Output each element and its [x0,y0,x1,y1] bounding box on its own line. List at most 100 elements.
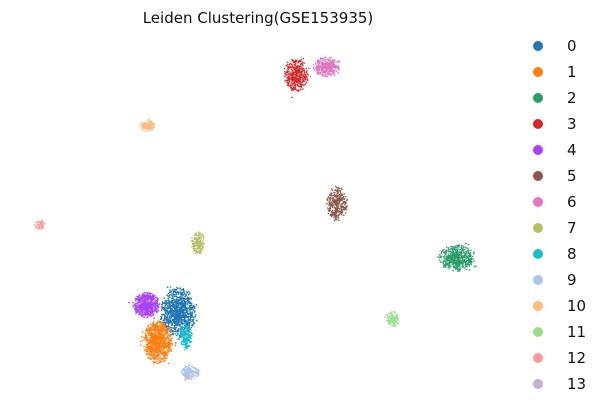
point [154,356,156,359]
point [193,234,195,236]
point [337,188,339,190]
point [140,340,142,343]
point [470,263,473,266]
point [344,204,346,206]
point [321,57,324,60]
legend-item-8: 8 [533,245,577,263]
point [147,292,149,295]
point [41,224,43,226]
point [166,318,169,321]
point [139,303,142,306]
point [465,263,468,266]
point [159,359,162,361]
point [142,312,144,315]
point [191,303,193,305]
point [464,242,467,245]
point [178,296,181,298]
point [325,64,327,67]
point [465,268,467,271]
point [306,70,308,72]
point [456,270,459,272]
point [462,264,464,267]
point [335,196,338,198]
point [140,123,142,126]
point [297,84,299,87]
point [141,306,143,308]
point [182,289,185,292]
point [150,341,153,344]
point [297,78,300,80]
point [470,262,472,264]
point [171,309,174,312]
legend-marker [533,145,543,155]
point [298,68,301,70]
point [187,370,189,372]
point [147,350,149,353]
point [187,307,189,309]
point [192,370,195,372]
point [455,244,458,247]
point [326,63,328,65]
point [146,316,149,319]
point [390,318,392,320]
point [322,69,324,72]
point [146,303,149,305]
point [163,342,165,345]
point [35,226,37,229]
point [337,60,339,62]
point [468,268,471,271]
point [287,79,289,82]
point [170,333,173,336]
point [326,207,329,209]
point [163,341,165,344]
point [448,267,451,269]
point [182,322,184,325]
point [151,303,153,305]
legend-label: 13 [567,375,586,393]
point [153,317,155,320]
point [468,264,471,266]
point [459,268,462,271]
point [164,326,166,329]
point [291,83,294,86]
point [183,293,186,295]
point [168,328,170,331]
point [293,69,296,71]
point [392,322,394,324]
legend-label: 0 [567,37,577,55]
point [455,247,458,249]
point [166,307,168,310]
point [184,373,187,375]
point [150,344,152,346]
point [178,311,180,314]
point [337,72,340,74]
point [151,308,154,311]
point [198,251,201,253]
point [318,69,321,72]
point [456,260,458,263]
point [42,225,44,228]
point [137,309,139,312]
point [305,81,308,83]
point [315,66,318,69]
point [452,269,454,272]
point [289,66,292,69]
point [297,61,300,64]
point [321,60,324,62]
point [165,333,167,335]
point [165,320,168,322]
point [146,309,148,312]
point [149,296,151,299]
point [462,256,465,259]
point [461,259,464,261]
point [469,259,472,262]
point [287,70,289,73]
point [331,60,334,62]
point [188,319,190,322]
point [338,197,341,199]
point [334,217,337,220]
point [160,309,163,312]
point [184,375,187,378]
point [441,250,444,252]
